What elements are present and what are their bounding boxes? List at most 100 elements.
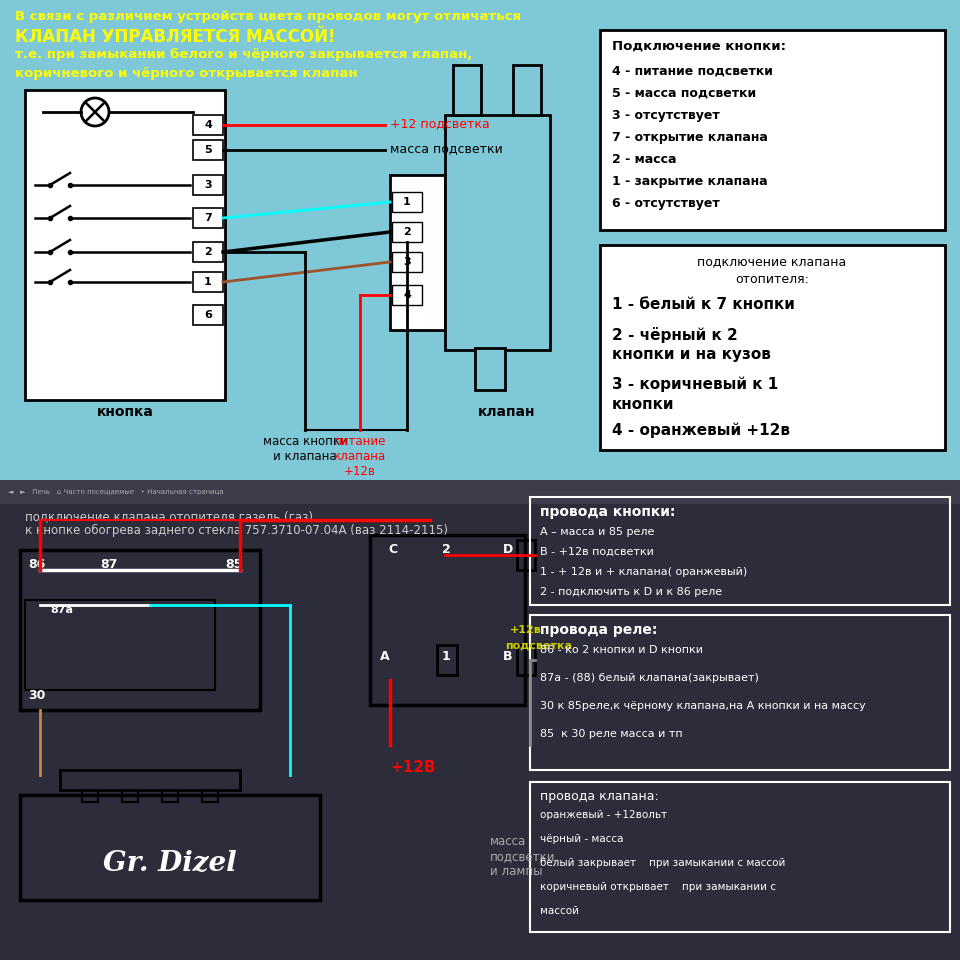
Text: кнопки: кнопки (612, 397, 675, 412)
Text: 2: 2 (403, 227, 411, 237)
Text: А – масса и 85 реле: А – масса и 85 реле (540, 527, 655, 537)
Text: 4 - оранжевый +12в: 4 - оранжевый +12в (612, 423, 790, 439)
Bar (0, 480, 960, 504)
Text: кнопка: кнопка (97, 405, 154, 419)
Text: провода клапана:: провода клапана: (540, 790, 659, 803)
Text: 1: 1 (403, 197, 411, 207)
Text: провода кнопки:: провода кнопки: (540, 505, 676, 519)
Text: 85: 85 (225, 558, 242, 571)
Text: 30: 30 (28, 689, 45, 702)
Text: клапан: клапан (478, 405, 536, 419)
Bar (25, 90, 225, 400)
Bar (60, 770, 240, 790)
Bar (517, 540, 535, 570)
Text: ◄   ►   Печь   ⌂ Часто посещаемые   ‣ Начальная страница: ◄ ► Печь ⌂ Часто посещаемые ‣ Начальная … (8, 489, 224, 495)
Text: 5: 5 (204, 145, 212, 155)
Text: 6 - отсутствует: 6 - отсутствует (612, 197, 720, 210)
Bar (193, 175, 223, 195)
Text: C: C (388, 543, 397, 556)
Text: 2: 2 (442, 543, 451, 556)
Text: 87: 87 (100, 558, 117, 571)
Text: 7 - открытие клапана: 7 - открытие клапана (612, 131, 768, 144)
Text: масса подсветки: масса подсветки (390, 142, 503, 156)
Text: 2 - подключить к D и к 86 реле: 2 - подключить к D и к 86 реле (540, 587, 722, 597)
Bar (392, 192, 422, 212)
Text: В связи с различием устройств цвета проводов могут отличаться: В связи с различием устройств цвета пров… (15, 10, 521, 23)
Bar (370, 535, 525, 705)
Text: 1 - белый к 7 кнопки: 1 - белый к 7 кнопки (612, 297, 795, 312)
Text: кнопки и на кузов: кнопки и на кузов (612, 347, 771, 362)
Text: масса
подсветки
и лампы: масса подсветки и лампы (490, 835, 556, 878)
Text: чёрный - масса: чёрный - масса (540, 834, 623, 844)
Text: D: D (503, 543, 514, 556)
Bar (202, 790, 218, 802)
Text: 4 - питание подсветки: 4 - питание подсветки (612, 65, 773, 78)
Bar (392, 252, 422, 272)
Text: B: B (503, 650, 513, 663)
Bar (600, 245, 945, 450)
Text: питание
клапана
+12в: питание клапана +12в (334, 435, 386, 478)
Text: 4: 4 (403, 290, 411, 300)
Text: отопителя:: отопителя: (735, 273, 809, 286)
Text: т.е. при замыкании белого и чёрного закрывается клапан,: т.е. при замыкании белого и чёрного закр… (15, 48, 472, 61)
Text: оранжевый - +12вольт: оранжевый - +12вольт (540, 810, 667, 820)
Bar (445, 115, 550, 350)
Text: Подключение кнопки:: Подключение кнопки: (612, 40, 786, 53)
Bar (193, 140, 223, 160)
Text: 3: 3 (403, 257, 411, 267)
Bar (162, 790, 178, 802)
Text: 1 - закрытие клапана: 1 - закрытие клапана (612, 175, 768, 188)
Bar (453, 65, 481, 115)
Text: +12В: +12В (390, 760, 436, 775)
Text: 3 - коричневый к 1: 3 - коричневый к 1 (612, 377, 779, 393)
Bar (25, 600, 215, 690)
Text: КЛАПАН УПРАВЛЯЕТСЯ МАССОЙ!: КЛАПАН УПРАВЛЯЕТСЯ МАССОЙ! (15, 28, 336, 46)
Text: 87а: 87а (50, 605, 73, 615)
Text: 1: 1 (204, 277, 212, 287)
Bar (513, 65, 541, 115)
Text: 3: 3 (204, 180, 212, 190)
Text: коричневый открывает    при замыкании с: коричневый открывает при замыкании с (540, 882, 776, 892)
Text: 4: 4 (204, 120, 212, 130)
Bar (122, 790, 138, 802)
Bar (193, 242, 223, 262)
Text: 3 - отсутствует: 3 - отсутствует (612, 109, 720, 122)
Text: A: A (380, 650, 390, 663)
Bar (392, 222, 422, 242)
Text: белый закрывает    при замыкании с массой: белый закрывает при замыкании с массой (540, 858, 785, 868)
Text: +12в: +12в (510, 625, 541, 635)
Bar (517, 645, 535, 675)
Text: коричневого и чёрного открывается клапан: коричневого и чёрного открывается клапан (15, 67, 358, 80)
Text: 7: 7 (204, 213, 212, 223)
Bar (20, 795, 320, 900)
Bar (437, 645, 457, 675)
Text: 86 - ко 2 кнопки и D кнопки: 86 - ко 2 кнопки и D кнопки (540, 645, 703, 655)
Text: Gr. Dizel: Gr. Dizel (103, 850, 237, 877)
Text: подключение клапана отопителя газель (газ): подключение клапана отопителя газель (га… (25, 510, 313, 523)
Text: подключение клапана: подключение клапана (697, 255, 847, 268)
Bar (530, 782, 950, 932)
Bar (390, 175, 445, 330)
Text: 85  к 30 реле масса и тп: 85 к 30 реле масса и тп (540, 729, 683, 739)
Bar (193, 305, 223, 325)
Text: 6: 6 (204, 310, 212, 320)
Text: масса кнопки
и клапана: масса кнопки и клапана (263, 435, 348, 463)
Bar (530, 497, 950, 605)
Text: 5 - масса подсветки: 5 - масса подсветки (612, 87, 756, 100)
Text: В - +12в подсветки: В - +12в подсветки (540, 547, 654, 557)
Text: 30 к 85реле,к чёрному клапана,на А кнопки и на массу: 30 к 85реле,к чёрному клапана,на А кнопк… (540, 701, 866, 711)
Text: массой: массой (540, 906, 579, 916)
Text: 2 - масса: 2 - масса (612, 153, 677, 166)
Text: 86: 86 (28, 558, 45, 571)
Text: 87а - (88) белый клапана(закрывает): 87а - (88) белый клапана(закрывает) (540, 673, 758, 683)
Bar (193, 272, 223, 292)
Bar (82, 790, 98, 802)
Bar (392, 285, 422, 305)
Text: подсветка: подсветка (505, 640, 572, 650)
Text: к кнопке обогрева заднего стекла 757.3710-07.04А (ваз 2114-2115): к кнопке обогрева заднего стекла 757.371… (25, 524, 448, 537)
Bar (193, 115, 223, 135)
Text: 2 - чёрный к 2: 2 - чёрный к 2 (612, 327, 737, 343)
Bar (475, 348, 505, 390)
Bar (530, 615, 950, 770)
Bar (193, 208, 223, 228)
